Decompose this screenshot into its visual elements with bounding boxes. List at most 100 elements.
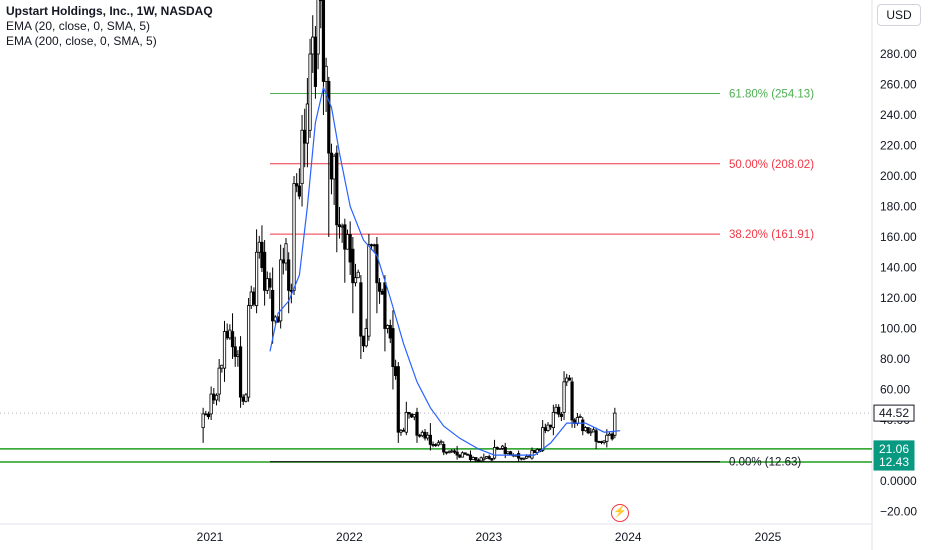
candle-body (589, 431, 593, 434)
candle-body (249, 291, 253, 307)
y-tick-label: 140.00 (880, 261, 917, 275)
candle-body (361, 335, 366, 347)
ema200-legend[interactable]: EMA (200, close, 0, SMA, 5) (6, 34, 157, 48)
candle-body (428, 434, 432, 445)
candle-body (324, 65, 328, 82)
candle-body (236, 354, 240, 357)
candle-body (383, 282, 387, 329)
candle-body (300, 129, 304, 185)
candle-body (396, 366, 400, 433)
price-badge-label: 12.43 (879, 455, 909, 469)
candle-body (332, 155, 336, 180)
candle-body (380, 290, 384, 295)
y-tick-label: 180.00 (880, 200, 917, 214)
y-tick-label: −20.00 (880, 505, 917, 519)
candle-body (220, 364, 224, 369)
candle-body (602, 440, 606, 443)
candle-body (426, 434, 430, 439)
candle-body (447, 451, 451, 454)
candle-body (407, 411, 411, 415)
candle-body (377, 282, 382, 292)
candle-body (484, 456, 489, 459)
candle-body (487, 456, 491, 459)
y-tick-label: 280.00 (880, 47, 917, 61)
candle-body (372, 244, 376, 247)
fib-level-label: 0.00% (12.63) (729, 457, 801, 469)
x-tick-label: 2022 (336, 530, 363, 544)
candle-body (212, 393, 216, 401)
candle-body (434, 444, 438, 447)
candle-body (351, 248, 355, 284)
candle-body (471, 457, 475, 461)
candle-body (254, 251, 259, 307)
candle-body (500, 445, 505, 449)
candle-body (204, 413, 208, 416)
candle-body (353, 277, 358, 284)
candle-body (319, 0, 323, 2)
candle-body (439, 441, 443, 444)
candle-body (516, 453, 521, 459)
candle-body (508, 451, 513, 456)
candle-body (364, 328, 368, 347)
candle-body (412, 414, 416, 418)
candle-body (455, 451, 459, 456)
candle-body (292, 183, 296, 291)
candle-body (287, 259, 291, 291)
candle-body (271, 289, 275, 322)
candle-body (418, 434, 422, 437)
y-tick-label: 220.00 (880, 139, 917, 153)
candle-body (399, 429, 403, 433)
candle-body (404, 411, 408, 433)
candle-body (431, 443, 435, 446)
candle-body (562, 381, 566, 413)
chart-legend: Upstart Holdings, Inc., 1W, NASDAQ EMA (… (6, 4, 213, 49)
candle-body (263, 251, 267, 291)
candle-body (238, 346, 243, 398)
currency-button[interactable]: USD (877, 4, 921, 26)
candle-body (519, 457, 523, 460)
candle-body (423, 431, 427, 439)
x-tick-label: 2021 (197, 530, 224, 544)
candle-body (233, 346, 237, 357)
candle-body (268, 278, 272, 288)
candle-body (565, 377, 569, 383)
candle-body (410, 413, 414, 418)
y-tick-label: 100.00 (880, 322, 917, 336)
fib-level-label: 38.20% (161.91) (729, 229, 814, 241)
flash-icon[interactable]: ⚡ (611, 504, 629, 522)
candle-body (222, 331, 227, 369)
candle-body (605, 434, 609, 442)
y-tick-label: 240.00 (880, 108, 917, 122)
price-badge-label: 21.06 (879, 442, 909, 456)
candle-body (607, 433, 612, 436)
candle-body (498, 447, 502, 450)
candle-body (530, 450, 534, 459)
candle-body (217, 367, 221, 395)
candle-body (543, 427, 547, 431)
candle-body (506, 451, 510, 454)
candle-body (557, 406, 561, 415)
y-tick-label: 260.00 (880, 78, 917, 92)
candle-body (311, 36, 315, 55)
y-tick-label: 160.00 (880, 230, 917, 244)
candle-body (246, 305, 251, 398)
candle-body (541, 427, 545, 451)
candle-body (522, 457, 526, 460)
candle-body (265, 278, 269, 291)
candle-body (214, 394, 219, 401)
candle-body (610, 433, 614, 440)
candle-body (385, 325, 390, 329)
candle-body (303, 129, 307, 144)
candle-body (452, 450, 457, 453)
candle-body (503, 447, 507, 454)
candle-body (367, 244, 371, 337)
ema20-legend[interactable]: EMA (20, close, 0, SMA, 5) (6, 19, 151, 33)
candle-body (436, 442, 440, 446)
candle-body (570, 381, 574, 421)
candle-body (348, 234, 352, 263)
candle-body (201, 413, 205, 429)
candle-body (308, 53, 312, 131)
symbol-title[interactable]: Upstart Holdings, Inc., 1W, NASDAQ (6, 4, 213, 18)
candle-body (546, 424, 550, 431)
